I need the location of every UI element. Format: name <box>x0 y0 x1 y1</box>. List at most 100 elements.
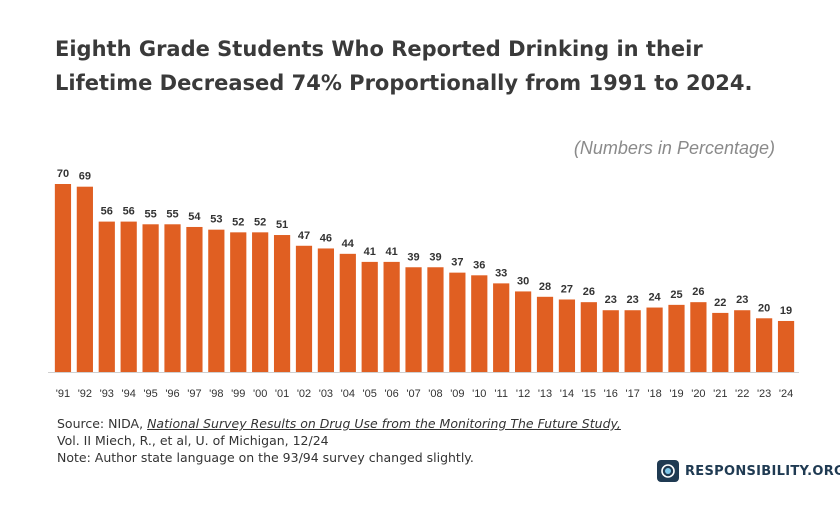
data-label-9: 52 <box>254 216 266 228</box>
bar-6 <box>186 226 203 372</box>
x-tick-label-25: '16 <box>604 388 618 400</box>
bar-0 <box>54 184 72 372</box>
x-tick-label-17: '08 <box>428 388 442 400</box>
data-label-18: 37 <box>451 257 463 269</box>
source-line-2: Vol. II Miech, R., et al, U. of Michigan… <box>57 433 329 448</box>
x-tick-label-22: '13 <box>538 388 552 400</box>
data-label-23: 27 <box>561 283 573 295</box>
data-label-25: 23 <box>605 294 617 306</box>
x-tick-label-7: '98 <box>209 388 223 400</box>
chart-title: Eighth Grade Students Who Reported Drink… <box>55 32 815 100</box>
x-tick-label-10: '01 <box>275 388 289 400</box>
data-label-30: 22 <box>714 297 726 309</box>
responsibility-logo[interactable]: RESPONSIBILITY.ORG <box>657 460 840 482</box>
bar-2 <box>98 221 115 372</box>
bar-5 <box>164 224 181 372</box>
data-label-13: 44 <box>342 238 355 250</box>
data-label-10: 51 <box>276 219 288 231</box>
x-tick-label-18: '09 <box>450 388 464 400</box>
x-tick-label-14: '05 <box>363 388 377 400</box>
x-tick-label-2: '93 <box>100 388 114 400</box>
source-prefix: Source: NIDA, <box>57 416 148 431</box>
unit-note: (Numbers in Percentage) <box>573 138 775 158</box>
x-tick-label-26: '17 <box>625 388 639 400</box>
bar-7 <box>208 229 225 372</box>
bar-12 <box>317 248 334 372</box>
bar-24 <box>580 302 597 372</box>
data-label-20: 33 <box>495 267 507 279</box>
x-tick-label-30: '21 <box>713 388 727 400</box>
bar-26 <box>624 310 641 372</box>
logo-text: RESPONSIBILITY.ORG <box>685 463 840 479</box>
x-tick-label-19: '10 <box>472 388 486 400</box>
data-label-14: 41 <box>364 246 376 258</box>
data-label-4: 55 <box>144 208 156 220</box>
data-label-12: 46 <box>320 232 332 244</box>
x-tick-label-9: '00 <box>253 388 267 400</box>
data-label-8: 52 <box>232 216 244 228</box>
bar-15 <box>383 261 400 372</box>
x-tick-label-4: '95 <box>143 388 157 400</box>
data-label-17: 39 <box>429 251 441 263</box>
x-tick-label-8: '99 <box>231 388 245 400</box>
bar-1 <box>76 186 93 372</box>
x-tick-label-27: '18 <box>647 388 661 400</box>
x-tick-label-16: '07 <box>406 388 420 400</box>
data-label-15: 41 <box>386 246 398 258</box>
x-tick-label-6: '97 <box>187 388 201 400</box>
data-label-2: 56 <box>101 206 113 218</box>
source-reference-link[interactable]: National Survey Results on Drug Use from… <box>147 416 621 431</box>
bar-10 <box>273 235 291 372</box>
source-line-3: Note: Author state language on the 93/94… <box>57 450 474 465</box>
data-label-11: 47 <box>298 230 310 242</box>
bar-16 <box>405 267 422 372</box>
data-label-21: 30 <box>517 275 529 287</box>
x-tick-label-29: '20 <box>691 388 705 400</box>
bar-30 <box>712 312 729 372</box>
logo-icon <box>657 460 679 482</box>
data-label-16: 39 <box>407 251 419 263</box>
bar-14 <box>361 261 378 372</box>
data-label-22: 28 <box>539 281 551 293</box>
bar-28 <box>668 304 685 372</box>
bar-9 <box>252 232 269 372</box>
data-label-32: 20 <box>758 302 770 314</box>
x-tick-label-21: '12 <box>516 388 530 400</box>
bar-8 <box>230 232 247 372</box>
bar-32 <box>756 318 773 372</box>
x-tick-label-32: '23 <box>757 388 771 400</box>
x-tick-label-15: '06 <box>384 388 398 400</box>
x-tick-label-12: '03 <box>319 388 333 400</box>
data-label-29: 26 <box>692 286 704 298</box>
data-label-6: 54 <box>188 211 201 223</box>
bar-21 <box>515 291 532 372</box>
data-label-7: 53 <box>210 214 222 226</box>
bar-3 <box>120 221 137 372</box>
data-label-5: 55 <box>166 208 178 220</box>
x-tick-label-33: '24 <box>779 388 793 400</box>
bar-23 <box>558 299 576 372</box>
source-note: Source: NIDA, National Survey Results on… <box>57 415 621 466</box>
x-tick-label-5: '96 <box>165 388 179 400</box>
x-tick-label-20: '11 <box>494 388 508 400</box>
source-line-1: Source: NIDA, National Survey Results on… <box>57 415 621 432</box>
data-label-1: 69 <box>79 171 91 183</box>
bar-20 <box>493 283 510 372</box>
x-tick-label-24: '15 <box>582 388 596 400</box>
x-tick-label-11: '02 <box>297 388 311 400</box>
data-label-33: 19 <box>780 305 792 317</box>
chart-title-line-2: Lifetime Decreased 74% Proportionally fr… <box>55 71 753 95</box>
x-tick-label-1: '92 <box>78 388 92 400</box>
data-label-28: 25 <box>670 289 682 301</box>
bar-18 <box>449 272 466 372</box>
x-tick-label-28: '19 <box>669 388 683 400</box>
bar-13 <box>339 253 356 372</box>
bar-27 <box>646 307 663 372</box>
data-label-0: 70 <box>57 168 69 180</box>
bar-11 <box>295 245 313 372</box>
bar-17 <box>427 267 444 372</box>
x-tick-label-23: '14 <box>560 388 574 400</box>
bar-19 <box>471 275 488 372</box>
x-tick-label-13: '04 <box>341 388 355 400</box>
x-tick-label-0: '91 <box>56 388 70 400</box>
